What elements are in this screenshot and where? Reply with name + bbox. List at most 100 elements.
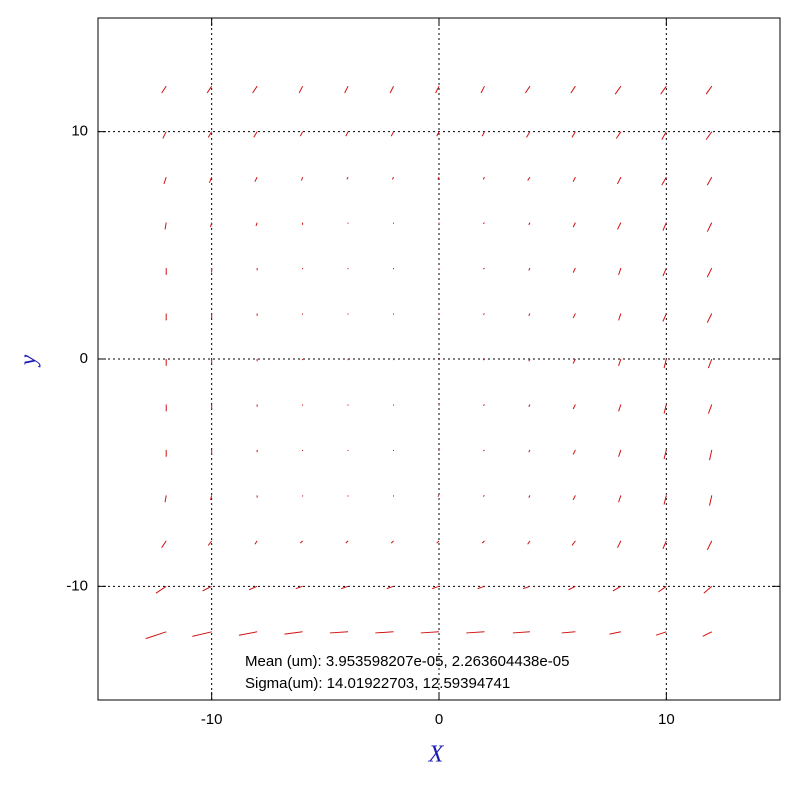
annotation: Mean (um): 3.953598207e-05, 2.263604438e… — [245, 653, 569, 670]
vector — [206, 85, 213, 94]
y-axis-title: y — [16, 354, 42, 367]
vector — [253, 131, 258, 138]
vector — [572, 358, 576, 364]
vector — [617, 222, 622, 230]
vector — [162, 131, 167, 139]
vector — [202, 585, 212, 592]
vector — [618, 404, 622, 412]
vector — [663, 404, 667, 414]
vector — [528, 313, 531, 317]
vector — [572, 222, 576, 228]
vector — [482, 313, 485, 316]
vector — [617, 176, 622, 185]
vector — [389, 85, 394, 94]
vector — [528, 267, 531, 271]
vector — [571, 540, 576, 546]
vector — [570, 85, 576, 94]
x-axis-title: X — [428, 742, 445, 768]
vector — [482, 404, 485, 406]
vector — [528, 358, 531, 362]
vector — [145, 631, 167, 640]
vector — [661, 176, 667, 186]
vector — [572, 176, 576, 182]
vector — [255, 222, 258, 227]
vector — [662, 267, 667, 277]
vector — [703, 585, 713, 594]
vector — [248, 585, 258, 591]
vector — [436, 131, 440, 137]
vector — [707, 358, 713, 369]
vector — [163, 176, 167, 185]
x-tick-label: -10 — [201, 711, 223, 728]
vector — [299, 540, 303, 544]
vector — [482, 222, 485, 225]
y-tick-label: 10 — [71, 123, 88, 140]
vector — [618, 358, 622, 366]
vector — [709, 449, 713, 461]
vector — [705, 85, 713, 95]
vector — [707, 404, 713, 414]
vector — [706, 222, 713, 232]
vector — [528, 404, 531, 407]
vector — [706, 313, 713, 323]
vector — [482, 176, 485, 180]
vector — [527, 176, 531, 181]
vector — [522, 585, 531, 590]
vector — [208, 176, 213, 184]
vector — [329, 631, 349, 634]
vector — [617, 540, 622, 548]
vector — [572, 313, 576, 319]
vector — [618, 495, 622, 503]
annotation: Sigma(um): 14.01922703, 12.59394741 — [245, 675, 510, 692]
vector — [345, 131, 349, 137]
vector — [482, 495, 485, 497]
vector — [512, 631, 530, 634]
vector — [437, 176, 440, 180]
vector — [658, 585, 667, 593]
vector — [663, 449, 667, 460]
y-tick-label: 0 — [80, 350, 88, 367]
vector — [526, 131, 531, 138]
vector — [661, 131, 667, 140]
vector — [572, 495, 576, 501]
vector — [618, 267, 622, 276]
vector — [210, 222, 213, 228]
vector — [618, 313, 622, 321]
vector — [207, 540, 213, 546]
vector — [528, 449, 531, 453]
vector — [571, 131, 576, 138]
vector — [298, 85, 304, 94]
vector — [663, 495, 667, 505]
vector — [662, 540, 667, 550]
vector — [572, 267, 576, 273]
vector — [568, 585, 576, 591]
vector — [482, 449, 485, 452]
vector — [254, 176, 258, 182]
vector — [615, 131, 622, 139]
vector — [207, 131, 213, 138]
vector — [192, 631, 212, 637]
vector — [161, 85, 167, 94]
vector — [612, 585, 622, 592]
vector — [527, 540, 531, 545]
vector — [345, 540, 349, 544]
vector — [614, 85, 622, 95]
vector — [300, 176, 304, 181]
vector — [662, 222, 667, 231]
vector — [663, 358, 667, 369]
vector — [662, 313, 667, 322]
vector — [561, 631, 576, 634]
x-tick-label: 10 — [658, 711, 675, 728]
vector — [391, 176, 394, 180]
vector — [164, 222, 167, 230]
vector — [660, 85, 667, 95]
vector — [346, 176, 349, 180]
vector — [705, 131, 713, 140]
vector — [618, 449, 622, 457]
vector — [432, 585, 440, 590]
vector — [481, 540, 485, 544]
vector — [706, 267, 713, 278]
vector — [528, 222, 531, 226]
vector — [702, 631, 713, 637]
